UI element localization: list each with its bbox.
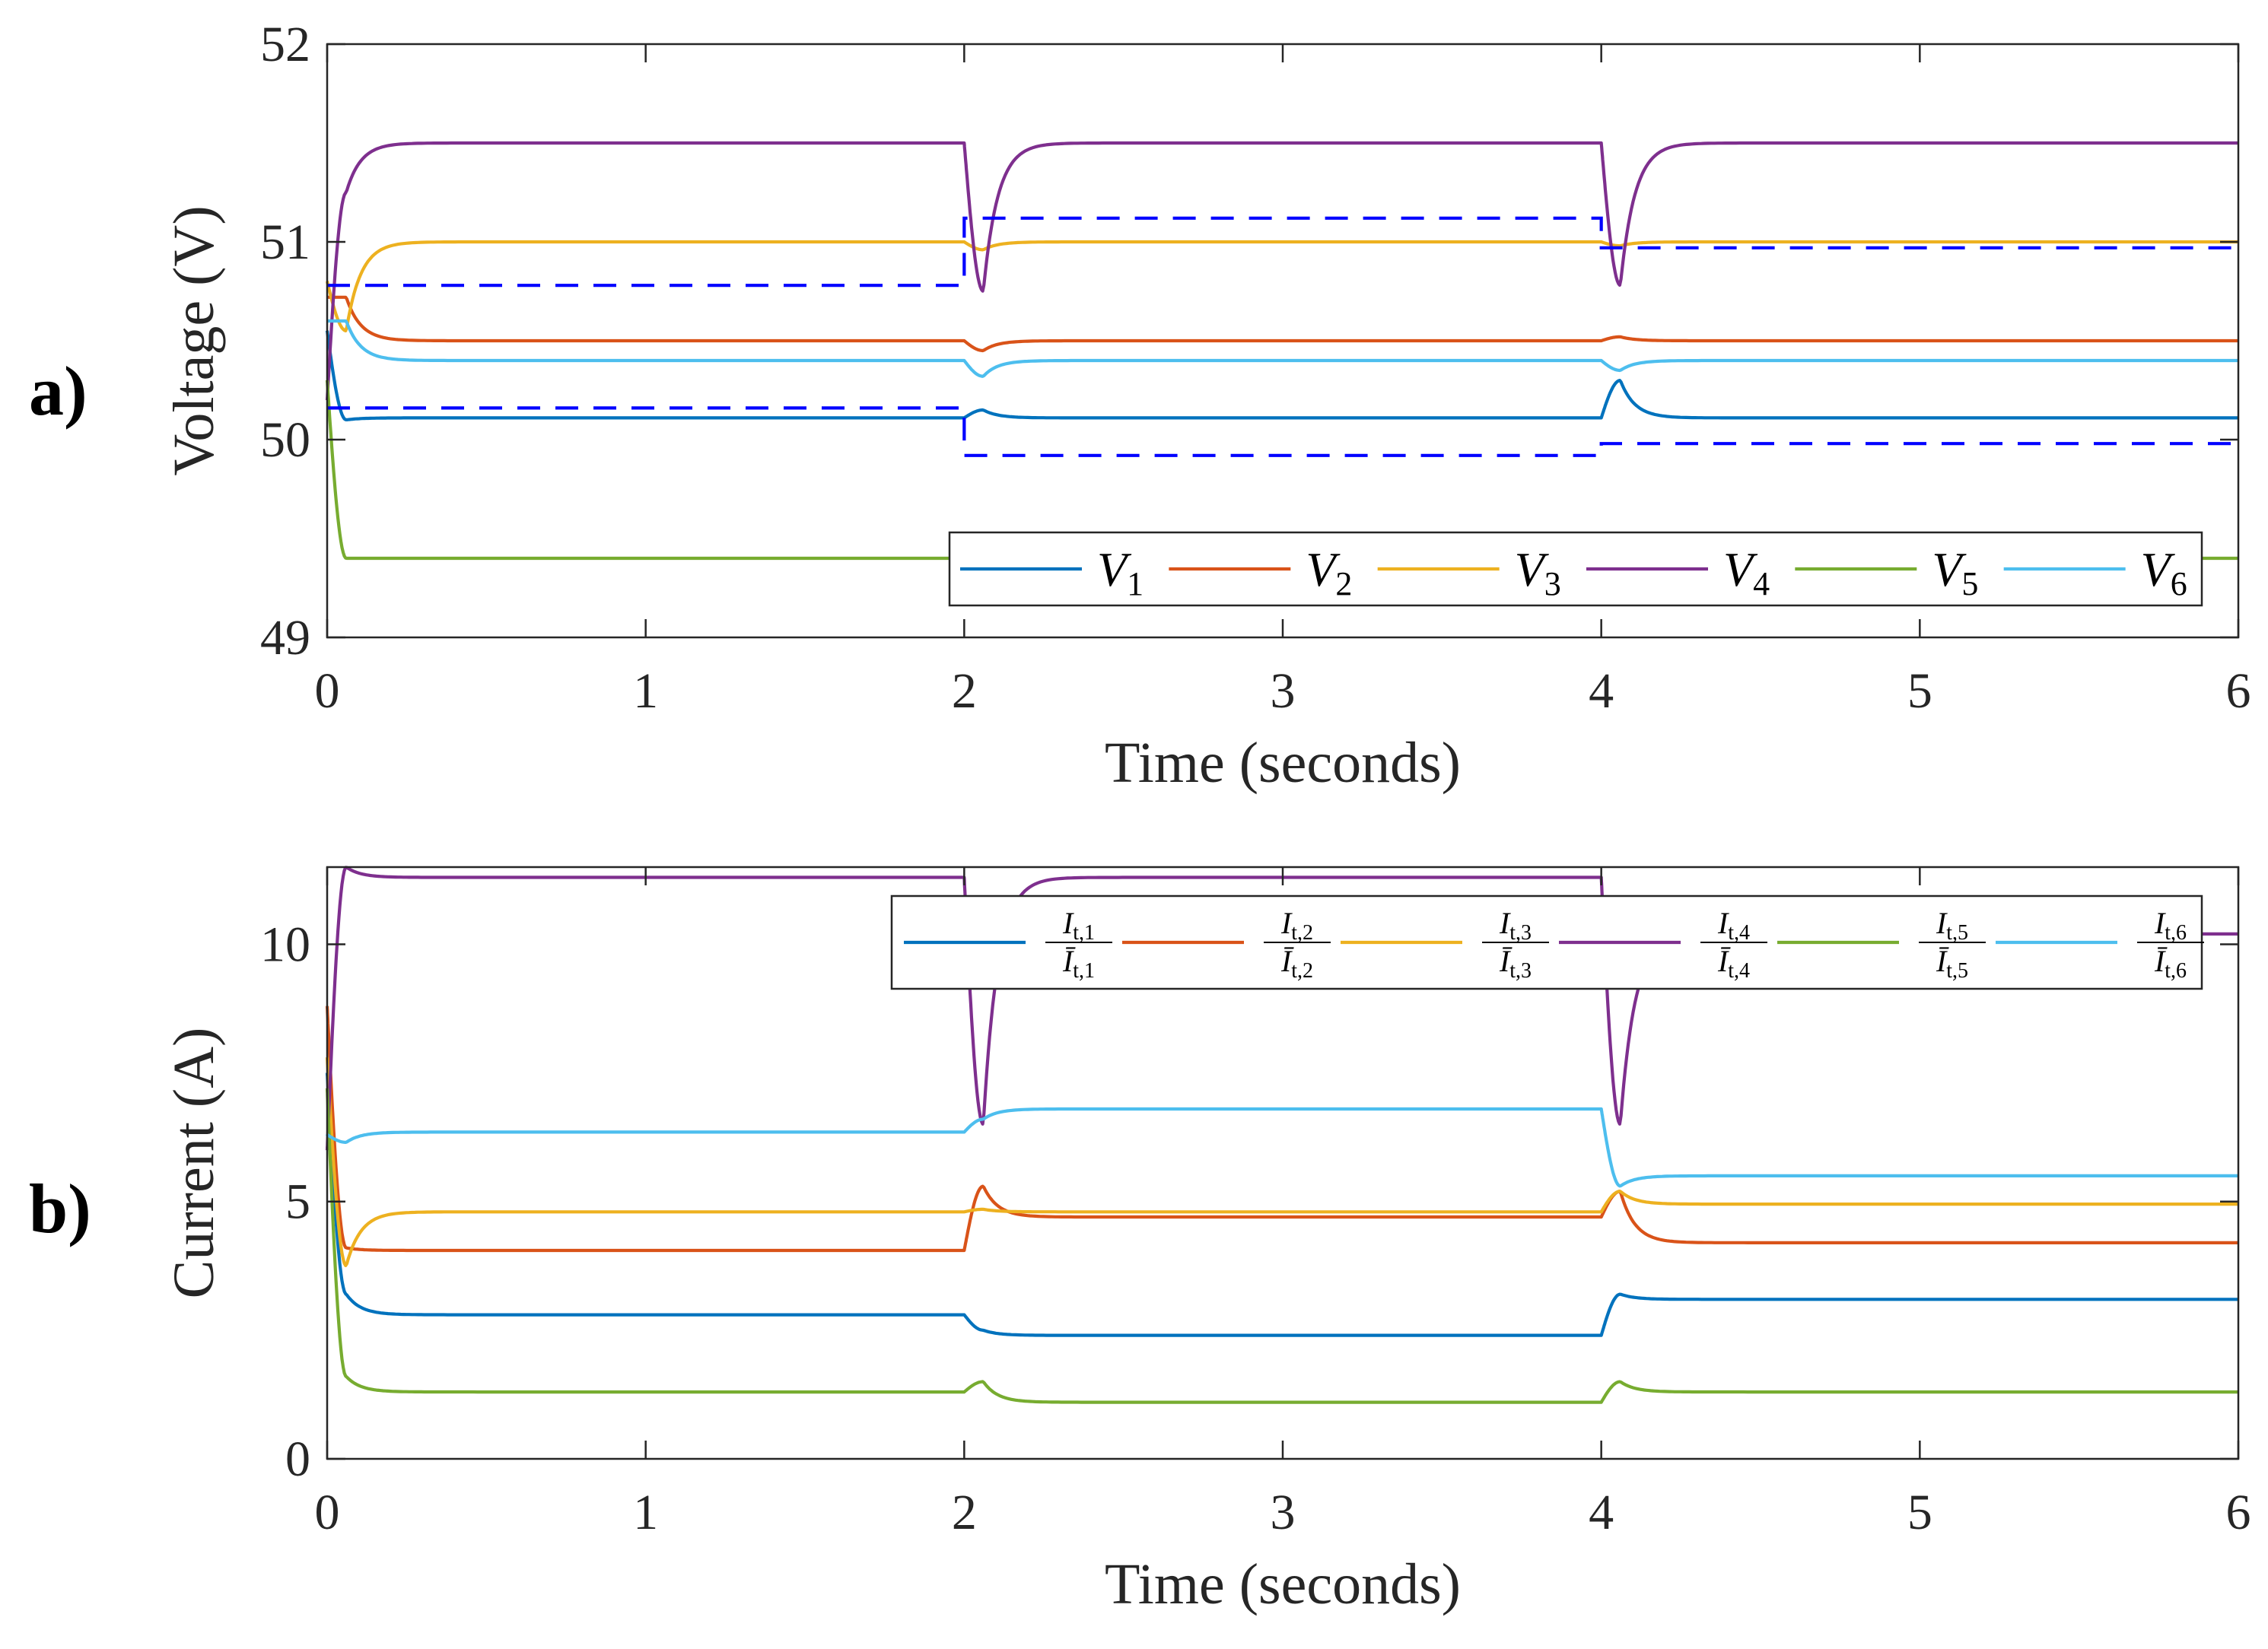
legend-denominator-v2: Īt,2 (1280, 944, 1313, 983)
series-line-v1 (325, 329, 2238, 421)
legend-denominator-v6: Īt,6 (2154, 944, 2187, 983)
y-tick-label: 51 (260, 214, 310, 270)
legend-denominator-v4: Īt,4 (1717, 944, 1750, 983)
series-line-v2 (326, 295, 2238, 353)
x-tick-label: 6 (2226, 663, 2251, 719)
y-tick-label: 50 (260, 412, 310, 468)
legend-box (948, 531, 2203, 607)
x-tick-label: 5 (1907, 663, 1932, 719)
legend-numerator-v2: It,2 (1280, 906, 1313, 945)
series-line-v1 (325, 1071, 2238, 1337)
series-line-v5 (325, 1087, 2238, 1404)
series-line-v6 (326, 319, 2238, 378)
y-tick-label: 52 (260, 17, 310, 72)
legend-numerator-v1: It,1 (1062, 906, 1095, 945)
x-tick-label: 1 (633, 663, 658, 719)
current-chart: 0 1 2 3 4 5 6 0 5 10 Time (seconds) Current (A) It,1… (162, 866, 2251, 1616)
x-tick-label: 3 (1271, 663, 1296, 719)
y-tick-label: 0 (285, 1431, 310, 1487)
voltage-chart: 0 1 2 3 4 5 6 49 50 51 52 Time (seconds) Voltage (V)… (162, 17, 2251, 795)
legend-numerator-v5: It,5 (1936, 906, 1968, 945)
panel-label-a: a) (29, 352, 87, 430)
panel-label-b: b) (29, 1170, 91, 1247)
series-line-v2 (325, 1004, 2238, 1253)
y-axis-label: Current (A) (162, 1028, 226, 1299)
y-tick-label: 10 (260, 917, 310, 972)
legend-label-v4: V4 (1723, 542, 1770, 602)
x-tick-label: 1 (633, 1485, 658, 1540)
legend-denominator-v3: Īt,3 (1499, 944, 1532, 983)
series-line-v6 (326, 1107, 2238, 1188)
x-tick-label: 5 (1907, 1485, 1932, 1540)
legend-label-v2: V2 (1306, 542, 1352, 602)
x-tick-label: 0 (315, 663, 340, 719)
x-tick-label: 2 (952, 663, 977, 719)
x-tick-label: 4 (1589, 1485, 1614, 1540)
legend-label-v1: V1 (1097, 542, 1144, 602)
y-tick-label: 49 (260, 610, 310, 666)
y-tick-label: 5 (285, 1174, 310, 1230)
x-tick-label: 3 (1271, 1485, 1296, 1540)
legend-denominator-v1: Īt,1 (1062, 944, 1095, 983)
legend-numerator-v4: It,4 (1717, 906, 1750, 945)
legend-label-v6: V6 (2141, 542, 2187, 602)
legend-numerator-v3: It,3 (1499, 906, 1532, 945)
y-axis-label: Voltage (V) (162, 205, 226, 475)
x-tick-label: 0 (315, 1485, 340, 1540)
x-tick-label: 2 (952, 1485, 977, 1540)
x-tick-label: 6 (2226, 1485, 2251, 1540)
x-axis-label: Time (seconds) (1105, 731, 1461, 795)
series-line-v3 (326, 240, 2238, 332)
legend-numerator-v6: It,6 (2154, 906, 2187, 945)
x-tick-label: 4 (1589, 663, 1614, 719)
series-line-v3 (325, 1056, 2238, 1267)
series-line-v4 (325, 141, 2238, 402)
legend-label-v3: V3 (1515, 542, 1561, 602)
legend-denominator-v5: Īt,5 (1936, 944, 1968, 983)
bound-line-lower (327, 406, 2238, 457)
legend-label-v5: V5 (1932, 542, 1978, 602)
x-axis-label: Time (seconds) (1105, 1552, 1461, 1616)
